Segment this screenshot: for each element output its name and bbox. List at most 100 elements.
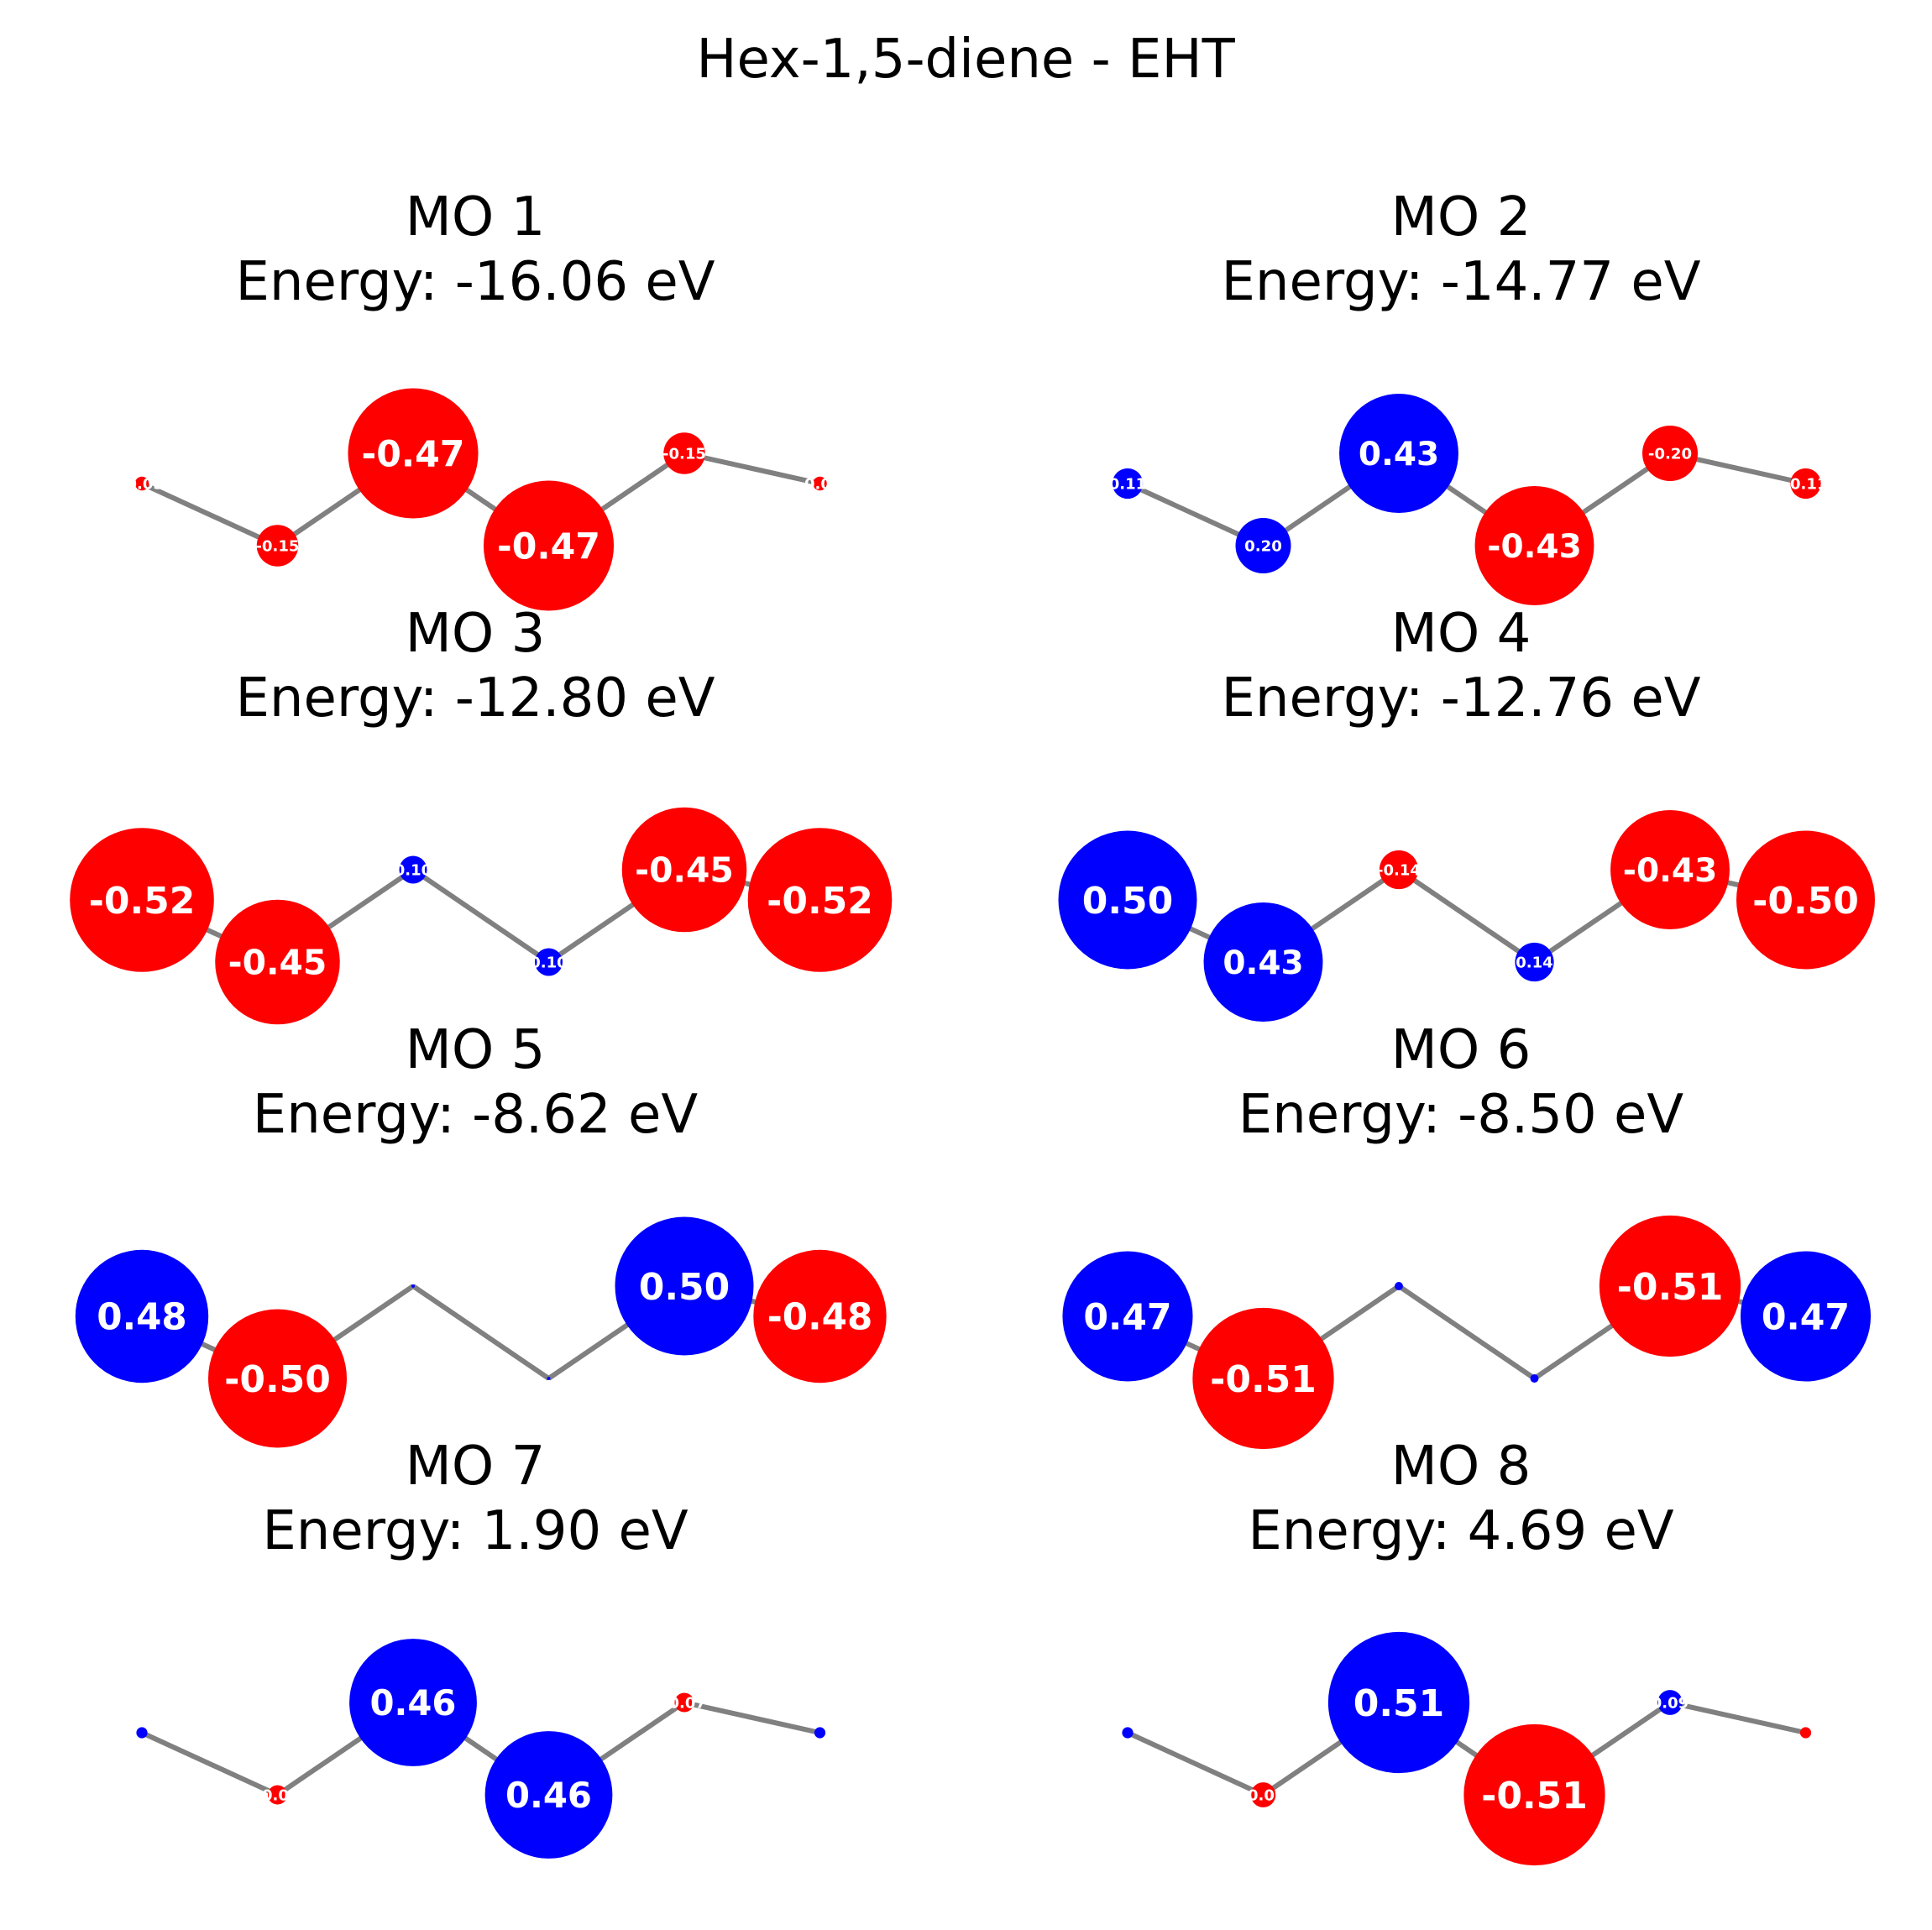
coefficient-label: -0.15 (256, 537, 300, 555)
orbital-name: MO 7 (406, 1436, 546, 1498)
atom-lobe (1235, 518, 1291, 573)
orbital-energy: Energy: -12.80 eV (235, 667, 715, 730)
orbital-energy: Energy: -8.62 eV (253, 1084, 699, 1146)
bond-line (1397, 867, 1537, 965)
coefficient-label: 0.51 (1353, 1682, 1445, 1725)
atom-lobe (1379, 850, 1419, 890)
atom-lobe (1463, 1723, 1605, 1866)
orbital-name: MO 2 (1391, 186, 1531, 248)
atom-lobe (663, 432, 705, 474)
bond-line (1397, 1284, 1537, 1381)
coefficient-label: 0.46 (370, 1682, 457, 1723)
atom-lobe (1474, 486, 1594, 605)
atom-lobe (1395, 1282, 1403, 1290)
coefficient-label: 0.10 (395, 861, 432, 879)
atom-lobe (215, 899, 340, 1025)
bond-line (1126, 1730, 1264, 1797)
atom-lobe (349, 1639, 477, 1766)
atom-lobe (134, 476, 149, 491)
coefficient-label: -0.11 (1784, 475, 1828, 493)
atom-lobe (535, 948, 563, 976)
orbital-name: MO 8 (1391, 1436, 1531, 1498)
atom-lobe (1122, 1727, 1134, 1739)
atom-lobe (1192, 1307, 1334, 1450)
coefficient-label: 0.09 (1652, 1694, 1689, 1712)
bond-line (140, 481, 279, 548)
coefficient-label: -0.47 (362, 433, 465, 475)
coefficient-label: -0.47 (497, 526, 600, 567)
atom-lobe (753, 1249, 887, 1383)
orbital-name: MO 5 (406, 1019, 546, 1081)
atom-lobe (136, 1727, 148, 1739)
bond-line (1669, 1700, 1807, 1735)
coefficient-label: 0.11 (1109, 475, 1146, 493)
coefficient-label: 0.43 (1223, 944, 1303, 982)
atom-lobe (674, 1692, 694, 1713)
coefficient-label: 0.20 (1244, 538, 1282, 556)
atom-lobe (411, 1284, 415, 1288)
coefficient-label: 0.10 (530, 954, 567, 971)
orbital-name: MO 4 (1391, 603, 1531, 665)
atom-lobe (399, 855, 427, 884)
orbital-energy: Energy: -8.50 eV (1238, 1084, 1684, 1146)
coefficient-label: 0.50 (639, 1266, 730, 1309)
coefficient-label: 0.47 (1083, 1296, 1171, 1338)
orbital-energy: Energy: 4.69 eV (1248, 1500, 1674, 1562)
coefficient-label: -0.51 (1481, 1775, 1588, 1818)
orbital-energy: Energy: -12.76 eV (1221, 667, 1700, 730)
orbital-energy: Energy: -16.06 eV (235, 251, 715, 313)
atom-lobe (747, 828, 893, 972)
coefficient-label: -0.05 (798, 475, 842, 493)
atom-lobe (1058, 830, 1197, 970)
figure-title: Hex-1,5-diene - EHT (696, 29, 1235, 91)
atom-lobe (1790, 468, 1821, 499)
bond-line (683, 1700, 821, 1735)
coefficient-label: -0.20 (1648, 446, 1692, 463)
atom-lobe (1515, 942, 1554, 982)
atom-lobe (1610, 810, 1730, 929)
coefficient-label: 0.48 (97, 1297, 186, 1339)
coefficient-label: -0.07 (256, 1786, 300, 1804)
atom-lobe (208, 1309, 347, 1448)
atom-lobe (813, 476, 827, 491)
coefficient-label: 0.14 (1516, 954, 1552, 971)
orbital-name: MO 6 (1391, 1019, 1531, 1081)
atom-lobe (267, 1785, 288, 1805)
atom-lobe (1799, 1727, 1812, 1739)
orbital-name: MO 3 (406, 603, 546, 665)
atom-lobe (621, 807, 747, 933)
coefficient-label: 0.43 (1359, 436, 1439, 473)
coefficient-label: -0.14 (1377, 861, 1421, 879)
atom-lobe (256, 525, 299, 567)
atom-lobe (547, 1377, 551, 1380)
orbital-energy: Energy: -14.77 eV (1221, 251, 1700, 313)
coefficient-label: -0.52 (89, 880, 196, 923)
atom-lobe (1339, 394, 1458, 513)
atom-lobe (70, 828, 214, 972)
atom-lobe (1112, 468, 1144, 499)
coefficient-label: -0.43 (1623, 852, 1717, 890)
atom-lobe (1062, 1251, 1193, 1382)
coefficient-label: 0.50 (1082, 880, 1174, 923)
atom-lobe (75, 1249, 209, 1383)
coefficient-label: -0.09 (1242, 1786, 1285, 1804)
atom-lobe (814, 1727, 826, 1739)
coefficient-label: 0.46 (505, 1775, 592, 1816)
atom-lobe (1530, 1374, 1539, 1383)
bond-line (140, 1730, 279, 1797)
atom-lobe (615, 1216, 754, 1356)
bond-line (411, 1284, 551, 1381)
atom-lobe (483, 480, 615, 611)
coefficient-label: -0.48 (767, 1297, 873, 1339)
coefficient-label: -0.50 (224, 1358, 331, 1401)
coefficient-label: -0.45 (635, 850, 734, 891)
